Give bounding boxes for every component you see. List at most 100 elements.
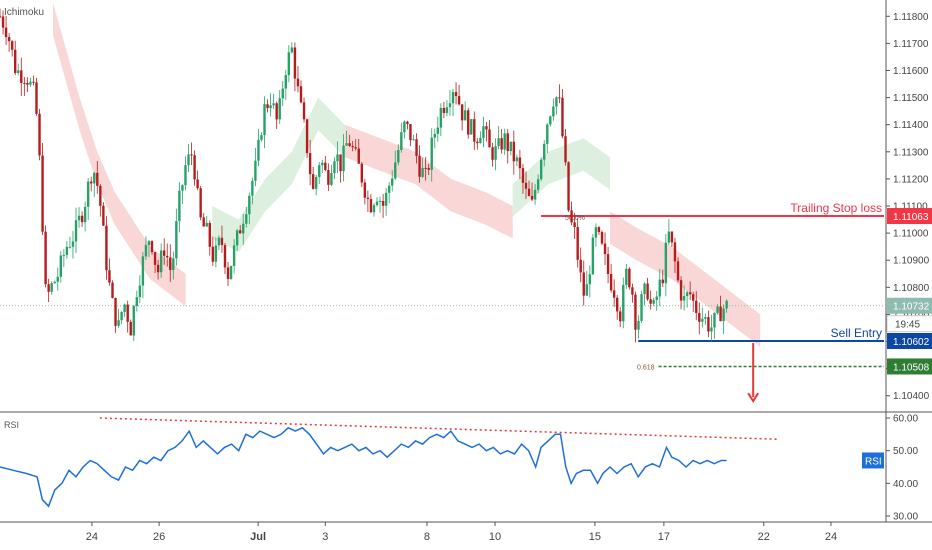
candle-body [80, 215, 84, 223]
candle-body [126, 304, 129, 322]
candle-body [539, 159, 543, 180]
rsi-tick-label: 60.00 [893, 414, 918, 425]
candle-body [463, 110, 467, 121]
ichimoku-cloud [53, 2, 186, 307]
price-tick-label: 1.11000 [893, 229, 929, 240]
candle-body [476, 141, 479, 144]
candle-body [32, 81, 35, 83]
candle-body [561, 97, 564, 137]
candle-body [597, 227, 601, 233]
candle-body [381, 200, 385, 206]
candle-body [47, 284, 50, 292]
candle-body [123, 304, 126, 312]
candle-body [357, 148, 360, 164]
candle-body [281, 88, 284, 99]
ichimoku-cloud [610, 211, 761, 347]
rsi-trendline [99, 417, 778, 440]
candle-body [138, 285, 142, 298]
candle-body [214, 245, 218, 262]
time-tick-label: 3 [322, 531, 328, 543]
candle-body [190, 154, 193, 156]
candle-body [23, 82, 26, 84]
candle-body [606, 254, 610, 274]
candle-body [229, 265, 233, 279]
candle-body [17, 70, 20, 73]
candle-body [93, 172, 96, 184]
time-tick-label: 15 [589, 531, 601, 543]
candle-body [725, 300, 728, 309]
candle-body [424, 167, 427, 169]
candle-body [482, 126, 485, 138]
level-price-label-text: 1.10602 [893, 337, 930, 348]
candle-body [333, 161, 336, 174]
candle-body [570, 210, 573, 223]
time-tick-label: 17 [658, 531, 670, 543]
current-price-label-text: 1.10732 [893, 302, 930, 313]
candle-body [208, 222, 211, 247]
candle-body [290, 47, 294, 53]
candle-body [29, 81, 32, 85]
candle-body [439, 107, 443, 128]
candle-body [181, 185, 184, 191]
candle-body [65, 246, 69, 256]
candle-body [175, 221, 178, 259]
candle-body [269, 105, 272, 109]
candle-body [196, 179, 199, 189]
candle-body [394, 162, 397, 179]
candle-body [719, 306, 722, 322]
candle-body [71, 241, 75, 247]
candle-body [558, 97, 561, 99]
candle-body [293, 47, 297, 79]
candle-body [162, 250, 166, 256]
candle-body [704, 317, 707, 319]
candle-body [378, 200, 382, 202]
candle-body [375, 201, 379, 206]
candle-body [342, 145, 345, 172]
candle-body [591, 237, 595, 275]
candle-body [421, 167, 424, 177]
candle-body [321, 162, 324, 166]
candle-body [442, 107, 446, 113]
candle-body [169, 257, 172, 270]
candle-body [555, 97, 558, 107]
rsi-tick-label: 30.00 [893, 512, 918, 523]
candle-body [515, 157, 519, 162]
candle-body [260, 135, 263, 140]
candle-body [524, 182, 528, 189]
candle-body [111, 282, 114, 298]
candle-body [217, 237, 221, 246]
candle-body [573, 222, 576, 228]
candle-body [372, 205, 376, 213]
candle-body [634, 294, 637, 330]
candle-body [220, 237, 224, 246]
candle-body [302, 102, 306, 120]
candle-body [387, 185, 391, 193]
candle-body [248, 195, 251, 215]
candle-body [652, 300, 655, 304]
candle-body [311, 174, 315, 189]
candle-body [533, 189, 537, 200]
candle-body [667, 231, 671, 243]
fib-label: 0.618 [637, 364, 655, 371]
countdown-box [886, 315, 932, 333]
candle-body [518, 157, 522, 169]
candle-body [622, 284, 625, 322]
candle-body [99, 185, 102, 206]
candle-body [166, 255, 169, 258]
candle-body [676, 261, 680, 281]
candle-body [35, 82, 38, 114]
price-tick-label: 1.10800 [893, 283, 930, 294]
candle-body [707, 317, 710, 332]
candle-body [205, 222, 208, 227]
candle-body [153, 252, 157, 265]
candle-body [397, 149, 400, 163]
candle-body [330, 173, 333, 185]
candle-body [147, 241, 151, 246]
candle-body [193, 155, 196, 180]
countdown-text: 19:45 [895, 320, 920, 331]
candle-body [90, 181, 93, 184]
candle-body [275, 103, 278, 120]
price-tick-label: 1.11100 [893, 202, 928, 213]
price-tick-label: 1.10900 [893, 256, 930, 267]
candle-body [701, 318, 704, 322]
